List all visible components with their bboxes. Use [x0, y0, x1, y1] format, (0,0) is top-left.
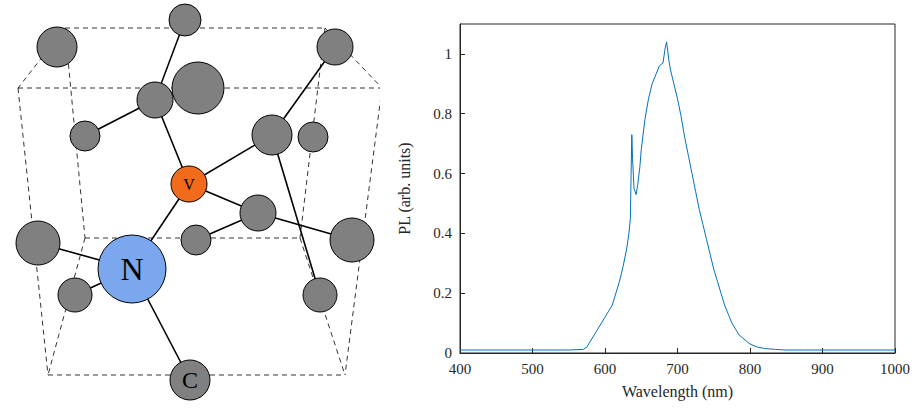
- svg-text:0: 0: [445, 345, 453, 361]
- svg-text:700: 700: [666, 361, 689, 377]
- svg-text:N: N: [120, 251, 143, 287]
- svg-text:0.4: 0.4: [433, 225, 452, 241]
- svg-text:400: 400: [449, 361, 472, 377]
- svg-text:0.6: 0.6: [433, 166, 452, 182]
- svg-text:Wavelength (nm): Wavelength (nm): [622, 383, 733, 401]
- svg-text:500: 500: [521, 361, 544, 377]
- svg-text:1000: 1000: [880, 361, 910, 377]
- svg-text:900: 900: [811, 361, 834, 377]
- svg-text:1: 1: [445, 46, 453, 62]
- svg-text:0.2: 0.2: [433, 285, 452, 301]
- svg-text:0.8: 0.8: [433, 106, 452, 122]
- svg-text:PL (arb. units): PL (arb. units): [396, 142, 414, 234]
- svg-text:800: 800: [739, 361, 762, 377]
- svg-text:C: C: [182, 367, 198, 393]
- svg-text:600: 600: [594, 361, 617, 377]
- svg-text:V: V: [183, 176, 195, 193]
